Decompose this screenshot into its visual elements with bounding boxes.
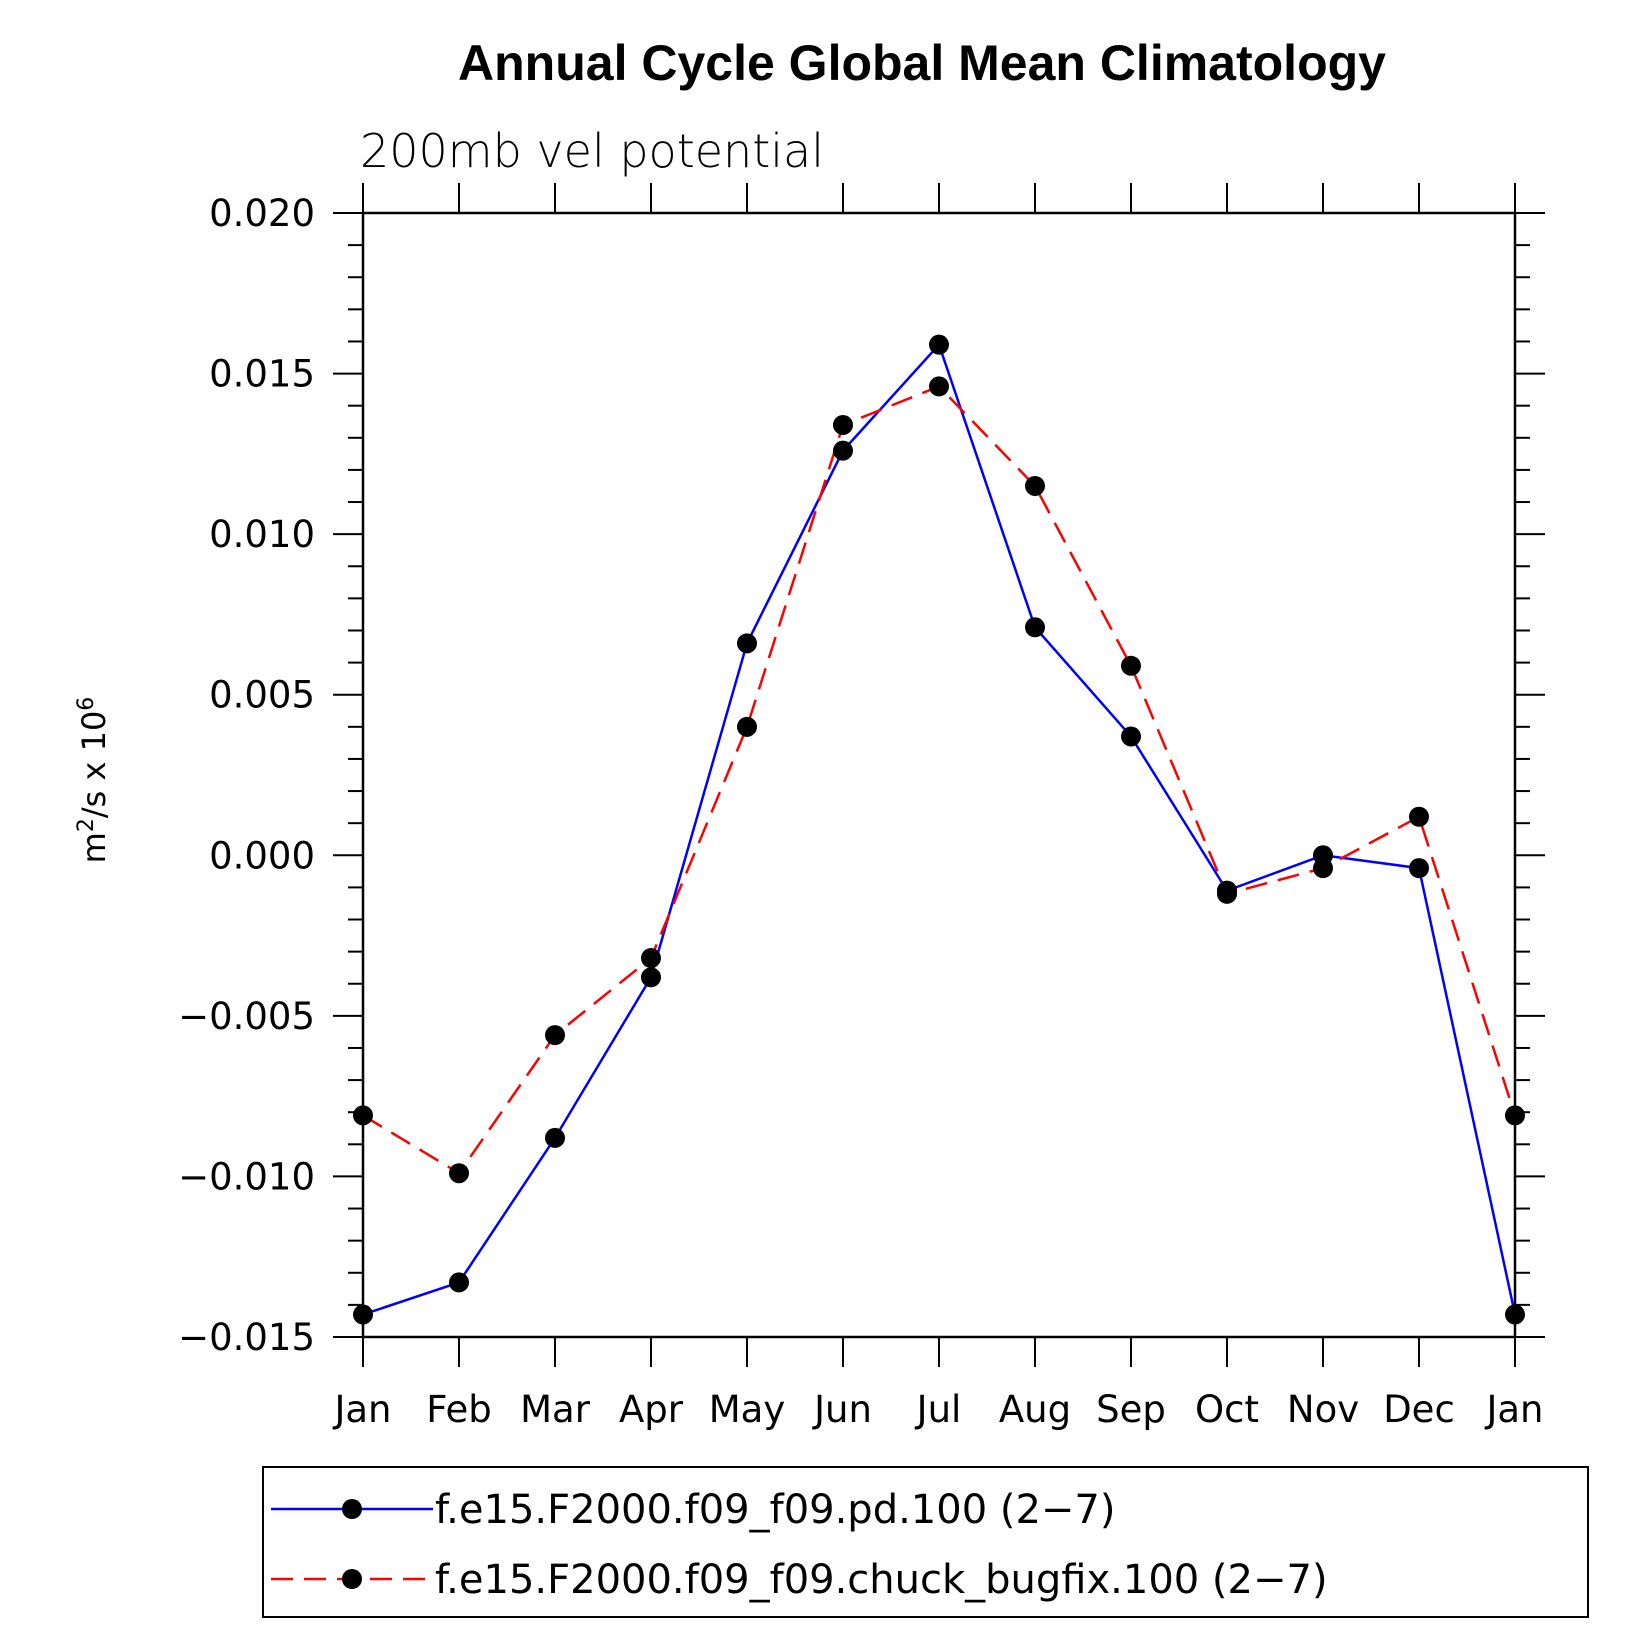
y-tick-label: 0.010 xyxy=(209,513,315,556)
series-2-point xyxy=(833,414,853,435)
y-tick-label: 0.015 xyxy=(209,353,315,396)
series-line-2 xyxy=(362,384,1517,1175)
legend-label-1: f.e15.F2000.f09_f09.pd.100 (2−7) xyxy=(435,1487,1116,1533)
legend-label-2: f.e15.F2000.f09_f09.chuck_bugfix.100 (2−… xyxy=(435,1557,1328,1603)
x-tick-label: Jun xyxy=(812,1388,872,1431)
x-tick-label: Jul xyxy=(915,1388,962,1431)
series-1-point xyxy=(449,1272,469,1293)
y-tick-label: 0.000 xyxy=(209,834,315,877)
y-axis-label: m2/s x 106 xyxy=(74,697,113,864)
series-2-point xyxy=(353,1105,373,1126)
chart-title: Annual Cycle Global Mean Climatology xyxy=(458,35,1386,91)
y-axis-ticks: −0.015 −0.010 −0.005 0.000 0.005 0.010 0.015 0.… xyxy=(178,192,1545,1359)
x-tick-label: Oct xyxy=(1195,1388,1259,1431)
series-2-point xyxy=(545,1025,565,1046)
series-2-point xyxy=(1313,858,1333,879)
series-line-1 xyxy=(362,342,1517,1316)
legend: f.e15.F2000.f09_f09.pd.100 (2−7) f.e15.F2… xyxy=(262,1466,1589,1618)
y-axis-label-sup2: 6 xyxy=(74,697,99,711)
x-tick-label: Dec xyxy=(1383,1388,1455,1431)
x-tick-label: Feb xyxy=(426,1388,492,1431)
series-2-point xyxy=(641,948,661,969)
y-tick-label: 0.020 xyxy=(209,192,315,235)
x-axis-ticks: Jan Feb Mar Apr May Jun Jul Aug Sep Oct Nov Dec Jan xyxy=(332,183,1544,1431)
x-tick-label: May xyxy=(709,1388,786,1431)
series-2-point xyxy=(1505,1105,1525,1126)
y-tick-label: 0.005 xyxy=(209,674,315,717)
series-1-point xyxy=(833,440,853,461)
y-tick-label: −0.015 xyxy=(178,1316,315,1359)
y-axis-label-sup1: 2 xyxy=(74,818,99,832)
legend-box xyxy=(262,1466,1589,1618)
series-1-point xyxy=(1409,858,1429,879)
legend-marker-2 xyxy=(342,1569,362,1589)
series-2-point xyxy=(1025,475,1045,496)
series-1-point xyxy=(641,967,661,988)
x-tick-label: Sep xyxy=(1096,1388,1166,1431)
series-1-point xyxy=(737,633,757,654)
series-2-point xyxy=(929,376,949,397)
series-1-point xyxy=(545,1127,565,1148)
series-1-point xyxy=(1121,726,1141,747)
x-tick-label: Jan xyxy=(332,1388,391,1431)
series-2-point xyxy=(1121,655,1141,676)
legend-marker-1 xyxy=(342,1499,362,1519)
chart-subtitle: 200mb vel potential xyxy=(360,124,824,178)
series-1-point xyxy=(929,334,949,355)
y-tick-label: −0.010 xyxy=(178,1155,315,1198)
series-2-point xyxy=(737,716,757,737)
y-tick-label: −0.005 xyxy=(178,995,315,1038)
series-1-point xyxy=(1505,1304,1525,1325)
series-1-point xyxy=(1025,617,1045,638)
y-axis-label-mid: /s x 10 xyxy=(75,711,113,818)
series-layer xyxy=(353,334,1525,1325)
x-tick-label: Mar xyxy=(520,1388,591,1431)
x-tick-label: Nov xyxy=(1287,1388,1359,1431)
x-tick-label: Jan xyxy=(1484,1388,1543,1431)
y-axis-label-base: m xyxy=(75,832,113,863)
series-2-point xyxy=(1217,883,1237,904)
series-2-point xyxy=(1409,806,1429,827)
series-1-point xyxy=(353,1304,373,1325)
x-tick-label: Apr xyxy=(619,1388,684,1431)
x-tick-label: Aug xyxy=(999,1388,1071,1431)
series-2-point xyxy=(449,1163,469,1184)
